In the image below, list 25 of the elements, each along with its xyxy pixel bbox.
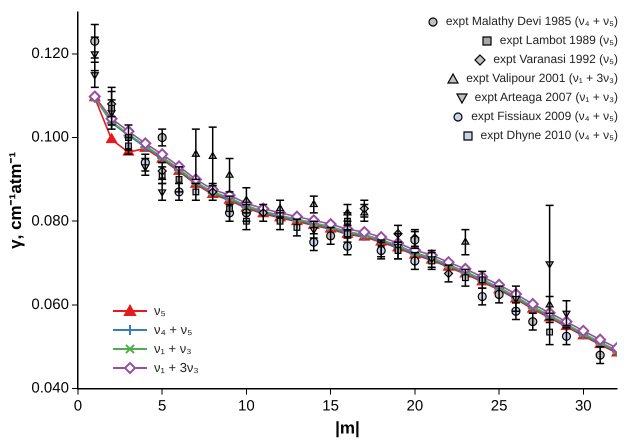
x-tick-label: 0 [74, 398, 82, 415]
legend-label: ν₄ + ν₅ [154, 321, 192, 339]
x-axis-title: |m| [335, 418, 360, 438]
legend-label: expt Varanasi 1992 (ν₅) [493, 51, 618, 68]
x-tick-label: 15 [322, 398, 339, 415]
y-tick-label: 0.120 [31, 44, 69, 62]
legend-label: expt Arteaga 2007 (ν₁ + ν₃) [474, 89, 618, 106]
legend-label: expt Malathy Devi 1985 (ν₄ + ν₅) [446, 13, 618, 30]
x-tick-label: 10 [238, 398, 255, 415]
x-tick-label: 25 [490, 398, 508, 415]
legend-label: ν₅ [154, 302, 166, 320]
x-tick-label: 5 [158, 398, 166, 415]
legend-label: expt Lambot 1989 (ν₅) [500, 32, 618, 49]
legend-label: expt Valipour 2001 (ν₁ + 3ν₃) [466, 70, 618, 87]
y-tick-label: 0.100 [31, 128, 69, 146]
legend-label: ν₁ + 3ν₃ [154, 359, 199, 377]
legend-label: expt Dhyne 2010 (ν₄ + ν₅) [480, 127, 618, 144]
x-tick-label: 30 [574, 398, 592, 415]
y-axis-title: γ, cm⁻¹atm⁻¹ [6, 151, 25, 249]
y-tick-label: 0.040 [31, 380, 69, 397]
x-tick-label: 20 [406, 398, 424, 415]
y-tick-label: 0.060 [31, 296, 69, 314]
y-tick-label: 0.080 [31, 212, 69, 230]
legend-label: ν₁ + ν₃ [154, 340, 192, 358]
legend-label: expt Fissiaux 2009 (ν₄ + ν₅) [471, 108, 618, 125]
